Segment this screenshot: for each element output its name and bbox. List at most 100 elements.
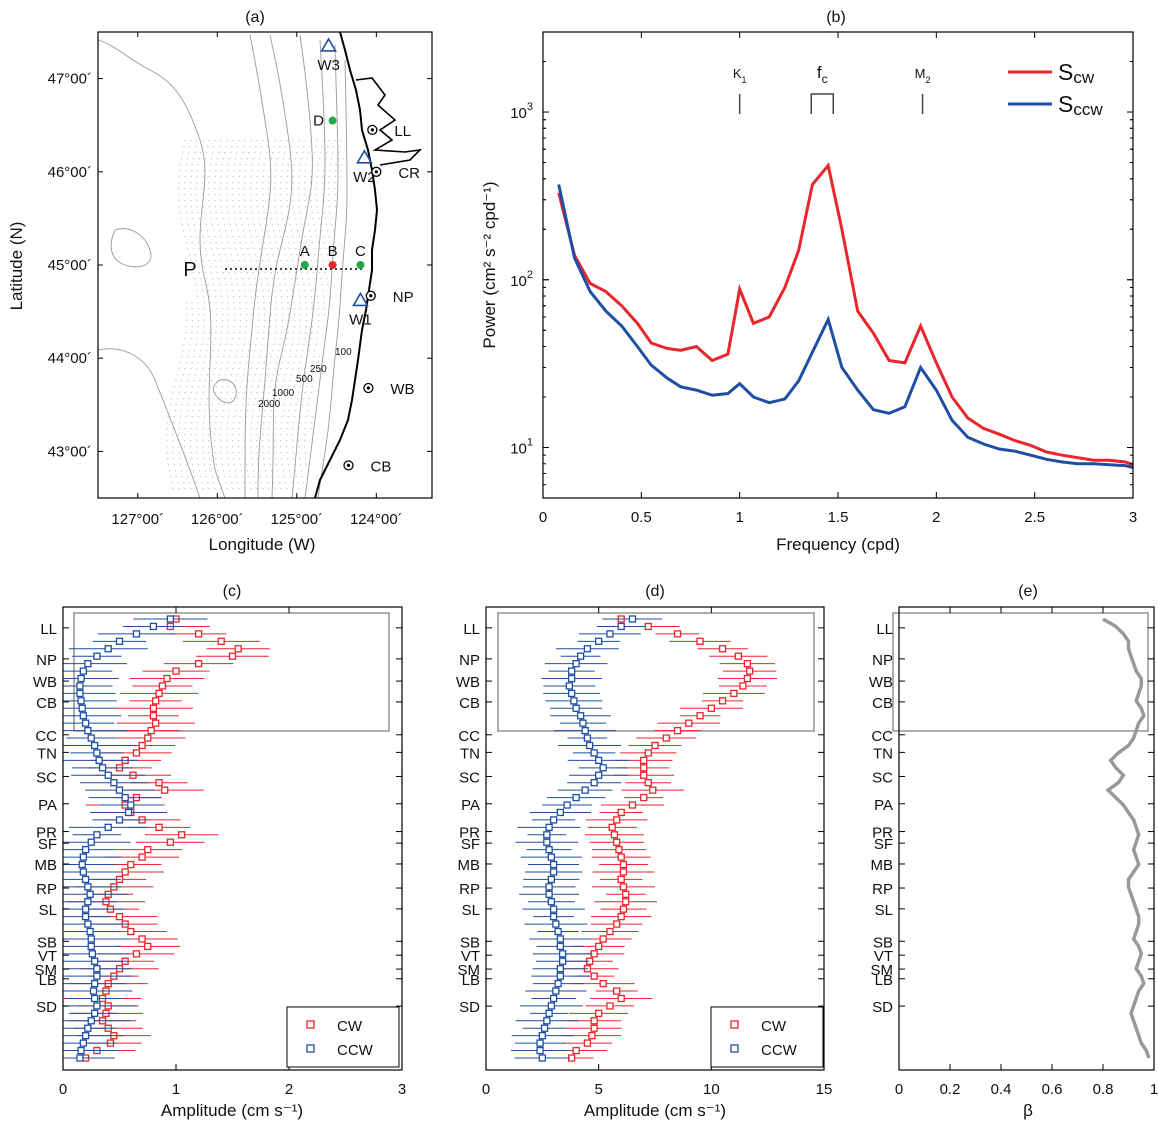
site-label: VT: [874, 948, 893, 965]
ccw-point: [104, 823, 112, 831]
ccw-point: [549, 860, 558, 869]
coastline: [314, 31, 379, 499]
cw-point: [662, 734, 670, 742]
beta-line: [1102, 617, 1151, 1059]
coast-site-label: LL: [394, 123, 411, 140]
x-tick-label: 0.2: [940, 1081, 961, 1098]
ccw-point: [84, 898, 92, 906]
ccw-point: [549, 994, 558, 1003]
ccw-point: [565, 682, 574, 690]
coast-site-label: WB: [390, 381, 414, 398]
site-label: SL: [462, 902, 480, 919]
panel-e-label: (e): [1018, 583, 1038, 600]
legend-marker: [306, 1044, 315, 1053]
ccw-point: [545, 1009, 553, 1018]
ccw-point: [567, 689, 576, 698]
ccw-point: [79, 853, 87, 861]
cw-point: [613, 987, 621, 995]
panel-b-label: (b): [826, 9, 846, 26]
site-label: SC: [872, 769, 893, 786]
cw-point: [617, 875, 625, 884]
ccw-point: [547, 875, 555, 884]
legend-label: Sccw: [1058, 91, 1103, 119]
freq-mark-sub: 2: [925, 75, 930, 85]
site-label: SL: [39, 902, 57, 919]
ccw-point: [545, 823, 553, 831]
station-label: A: [300, 243, 310, 260]
x-tick-label: 15: [816, 1081, 833, 1098]
station-dot: [328, 116, 337, 125]
ccw-point: [556, 808, 565, 817]
contour-label: 1000: [272, 388, 295, 399]
cw-point: [673, 630, 682, 638]
site-label: PA: [38, 797, 57, 814]
cw-point: [644, 749, 652, 757]
site-label: SM: [871, 962, 894, 979]
ccw-point: [556, 935, 565, 943]
cw-point: [194, 630, 203, 638]
cw-point: [617, 912, 625, 921]
x-tick-label: 3: [1129, 509, 1137, 526]
site-label: WB: [456, 674, 480, 691]
cw-point: [132, 749, 141, 757]
cw-point: [217, 637, 225, 645]
ccw-point: [87, 935, 95, 943]
site-label: SF: [38, 836, 57, 853]
cw-point: [595, 1009, 603, 1018]
site-label: LB: [875, 972, 893, 989]
panel-frame: [898, 606, 1155, 1071]
panel-a-xlabel: Longitude (W): [209, 535, 316, 554]
panel-e-xlabel: β: [1023, 1101, 1033, 1120]
y-tick-label: 44°00´: [48, 350, 92, 367]
x-tick-label: 0.8: [1093, 1081, 1114, 1098]
site-label: RP: [459, 881, 480, 898]
coast-site-label: NP: [393, 289, 414, 306]
ccw-point: [98, 764, 107, 772]
ccw-point: [536, 1046, 544, 1055]
ccw-point: [606, 630, 614, 638]
coast-detail: [355, 77, 423, 166]
cw-point: [158, 682, 167, 690]
x-tick-label: 2.5: [1024, 509, 1045, 526]
cw-point: [599, 979, 607, 988]
ccw-point: [586, 741, 594, 750]
site-label: LL: [876, 621, 893, 638]
y-tick-label: 102: [510, 269, 533, 290]
ccw-point: [538, 1032, 546, 1040]
site-label: MB: [35, 857, 58, 874]
cw-point: [149, 712, 158, 720]
site-label: SF: [461, 836, 480, 853]
cw-point: [155, 823, 163, 831]
ccw-point: [595, 637, 603, 645]
freq-mark-sub: 1: [741, 75, 746, 85]
site-label: LL: [463, 621, 480, 638]
cw-point: [588, 1032, 596, 1040]
cw-point: [617, 853, 625, 861]
x-tick-label: 127°00´: [111, 511, 164, 528]
x-tick-label: 0.6: [1042, 1081, 1063, 1098]
contour-label: 500: [296, 374, 313, 385]
x-tick-label: 124°00´: [350, 511, 403, 528]
ccw-point: [84, 883, 92, 891]
cw-point: [739, 682, 747, 690]
ccw-point: [104, 645, 112, 653]
ccw-point: [87, 838, 95, 846]
ccw-point: [79, 667, 87, 675]
panel-b-ylabel: Power (cm² s⁻² cpd⁻¹): [480, 181, 499, 348]
ccw-point: [79, 1039, 87, 1047]
x-tick-label: 0: [59, 1081, 67, 1098]
legend-box: [710, 1006, 824, 1068]
ccw-point: [617, 622, 625, 631]
panel-a-label: (a): [245, 9, 265, 26]
cw-point: [644, 622, 652, 631]
y-tick-label: 45°00´: [48, 257, 92, 274]
x-tick-label: 0.5: [631, 509, 652, 526]
cw-point: [730, 689, 738, 698]
x-tick-label: 0.4: [991, 1081, 1012, 1098]
site-label: RP: [36, 881, 57, 898]
panel-d-label: (d): [645, 583, 665, 600]
cw-point: [651, 741, 659, 750]
ccw-point: [93, 965, 101, 973]
site-label: SL: [875, 902, 893, 919]
x-tick-label: 125°00´: [270, 511, 323, 528]
